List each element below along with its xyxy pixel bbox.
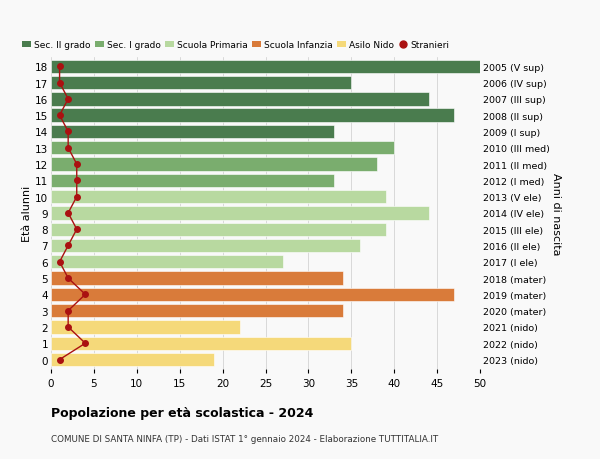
Bar	[51, 353, 214, 366]
Point	[64, 275, 73, 282]
Bar	[51, 304, 343, 318]
Bar	[51, 223, 386, 236]
Y-axis label: Età alunni: Età alunni	[22, 185, 32, 241]
Bar	[51, 337, 352, 350]
Point	[55, 258, 64, 266]
Point	[55, 356, 64, 364]
Bar	[51, 239, 360, 252]
Point	[64, 129, 73, 136]
Bar	[51, 190, 386, 204]
Point	[64, 308, 73, 315]
Y-axis label: Anni di nascita: Anni di nascita	[551, 172, 561, 255]
Point	[72, 177, 82, 185]
Bar	[51, 288, 454, 302]
Point	[72, 161, 82, 168]
Bar	[51, 142, 394, 155]
Text: COMUNE DI SANTA NINFA (TP) - Dati ISTAT 1° gennaio 2024 - Elaborazione TUTTITALI: COMUNE DI SANTA NINFA (TP) - Dati ISTAT …	[51, 434, 438, 443]
Bar	[51, 158, 377, 171]
Point	[64, 324, 73, 331]
Bar	[51, 272, 343, 285]
Bar	[51, 109, 454, 123]
Bar	[51, 207, 428, 220]
Bar	[51, 174, 334, 188]
Point	[80, 340, 90, 347]
Point	[64, 96, 73, 103]
Point	[55, 112, 64, 119]
Point	[55, 63, 64, 71]
Point	[72, 194, 82, 201]
Point	[80, 291, 90, 298]
Bar	[51, 256, 283, 269]
Bar	[51, 61, 488, 74]
Point	[55, 80, 64, 87]
Point	[64, 242, 73, 250]
Bar	[51, 77, 352, 90]
Point	[72, 226, 82, 233]
Point	[64, 210, 73, 217]
Bar	[51, 93, 428, 106]
Legend: Sec. II grado, Sec. I grado, Scuola Primaria, Scuola Infanzia, Asilo Nido, Stran: Sec. II grado, Sec. I grado, Scuola Prim…	[22, 41, 449, 50]
Bar	[51, 320, 240, 334]
Point	[64, 145, 73, 152]
Text: Popolazione per età scolastica - 2024: Popolazione per età scolastica - 2024	[51, 406, 313, 419]
Bar	[51, 125, 334, 139]
